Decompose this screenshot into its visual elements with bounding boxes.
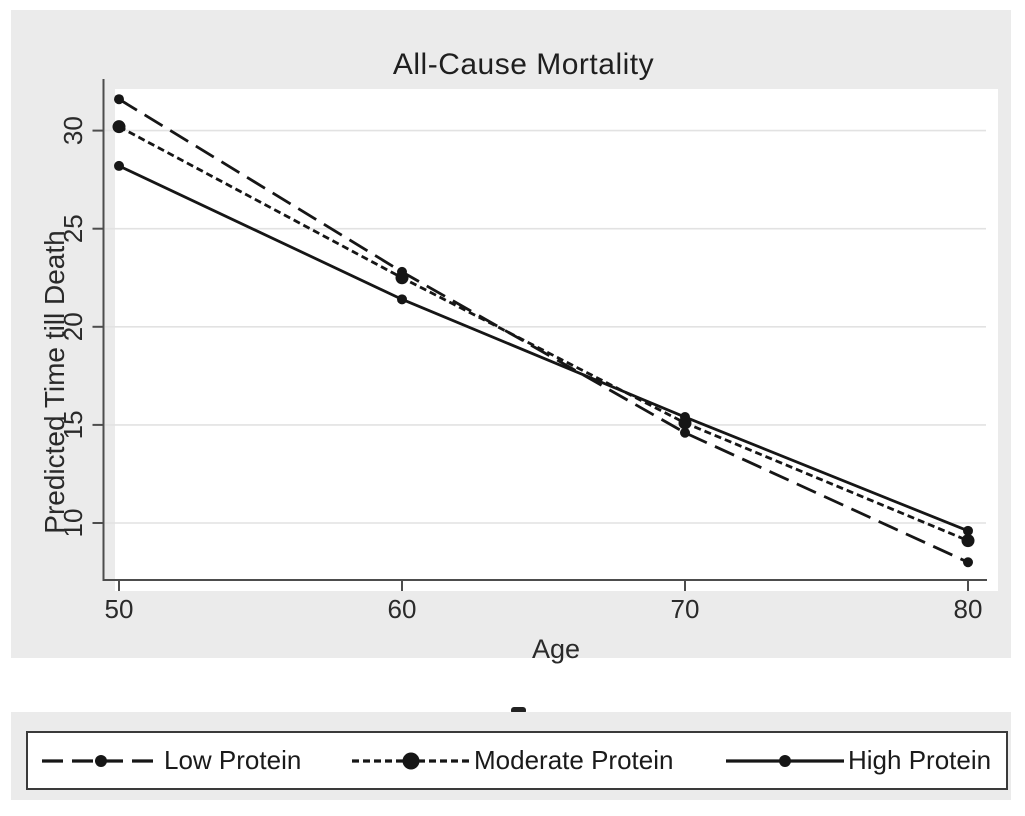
data-marker: [395, 271, 409, 285]
data-marker: [397, 294, 407, 305]
x-tick-label: 50: [105, 594, 134, 624]
data-marker: [961, 534, 975, 548]
legend-band: Low Protein Moderate Protein High Protei…: [11, 712, 1011, 800]
legend-item-high-protein: High Protein: [724, 733, 991, 788]
data-marker: [680, 427, 690, 438]
y-tick-label: 20: [58, 312, 88, 341]
x-tick-label: 70: [671, 594, 700, 624]
series-line-long-dash: [118, 98, 969, 564]
data-marker: [112, 120, 126, 134]
plot-area: [115, 89, 998, 591]
legend-item-low-protein: Low Protein: [40, 733, 301, 788]
y-tick-label: 25: [58, 214, 88, 243]
data-marker: [680, 412, 690, 423]
data-marker: [114, 160, 124, 171]
data-marker: [114, 94, 124, 105]
chart-panel: All-Cause Mortality Predicted Time till …: [11, 10, 1011, 664]
x-axis-title: Age: [531, 634, 581, 664]
x-tick-label: 60: [388, 594, 417, 624]
legend-label: Low Protein: [164, 745, 302, 775]
chart-title: All-Cause Mortality: [392, 48, 655, 81]
legend-line-sample-low: [42, 754, 160, 767]
y-tick-label: 15: [58, 410, 88, 439]
legend-line-sample-high: [726, 754, 844, 767]
data-marker: [963, 525, 973, 536]
cropped-text-fragment: [511, 707, 526, 714]
legend-line-sample-moderate: [352, 752, 470, 769]
y-tick-label: 30: [58, 116, 88, 145]
x-tick-label: 80: [954, 594, 983, 624]
legend-label: High Protein: [848, 745, 992, 775]
series-line-solid: [118, 164, 969, 533]
legend-item-moderate-protein: Moderate Protein: [350, 733, 673, 788]
series-line-short-dash: [118, 125, 969, 542]
legend-box: Low Protein Moderate Protein High Protei…: [26, 731, 1008, 790]
data-marker: [963, 557, 973, 568]
y-tick-label: 10: [58, 509, 88, 538]
legend-label: Moderate Protein: [474, 745, 674, 775]
